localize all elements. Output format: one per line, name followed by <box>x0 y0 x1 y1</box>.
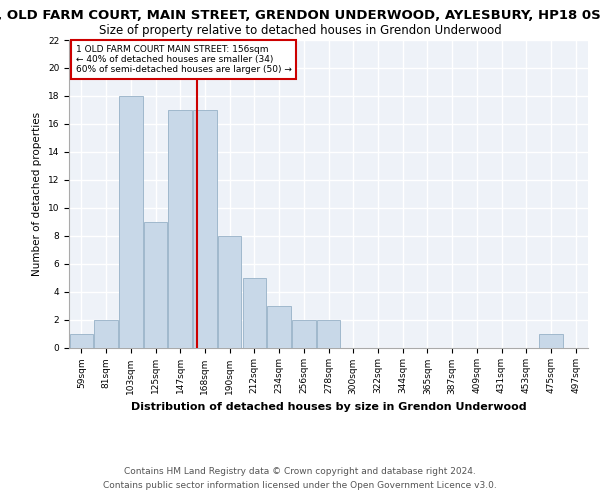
Bar <box>119 96 143 347</box>
Bar <box>94 320 118 347</box>
Bar <box>144 222 167 348</box>
Bar <box>169 110 192 348</box>
Text: 1, OLD FARM COURT, MAIN STREET, GRENDON UNDERWOOD, AYLESBURY, HP18 0SU: 1, OLD FARM COURT, MAIN STREET, GRENDON … <box>0 9 600 22</box>
Text: Contains public sector information licensed under the Open Government Licence v3: Contains public sector information licen… <box>103 481 497 490</box>
Text: Distribution of detached houses by size in Grendon Underwood: Distribution of detached houses by size … <box>131 402 527 412</box>
Text: Size of property relative to detached houses in Grendon Underwood: Size of property relative to detached ho… <box>98 24 502 37</box>
Bar <box>268 306 291 348</box>
Bar <box>317 320 340 347</box>
Text: Contains HM Land Registry data © Crown copyright and database right 2024.: Contains HM Land Registry data © Crown c… <box>124 467 476 476</box>
Y-axis label: Number of detached properties: Number of detached properties <box>32 112 42 276</box>
Bar <box>70 334 93 347</box>
Bar <box>539 334 563 347</box>
Bar <box>218 236 241 348</box>
Bar <box>242 278 266 347</box>
Bar <box>193 110 217 348</box>
Bar <box>292 320 316 347</box>
Text: 1 OLD FARM COURT MAIN STREET: 156sqm
← 40% of detached houses are smaller (34)
6: 1 OLD FARM COURT MAIN STREET: 156sqm ← 4… <box>76 44 292 74</box>
